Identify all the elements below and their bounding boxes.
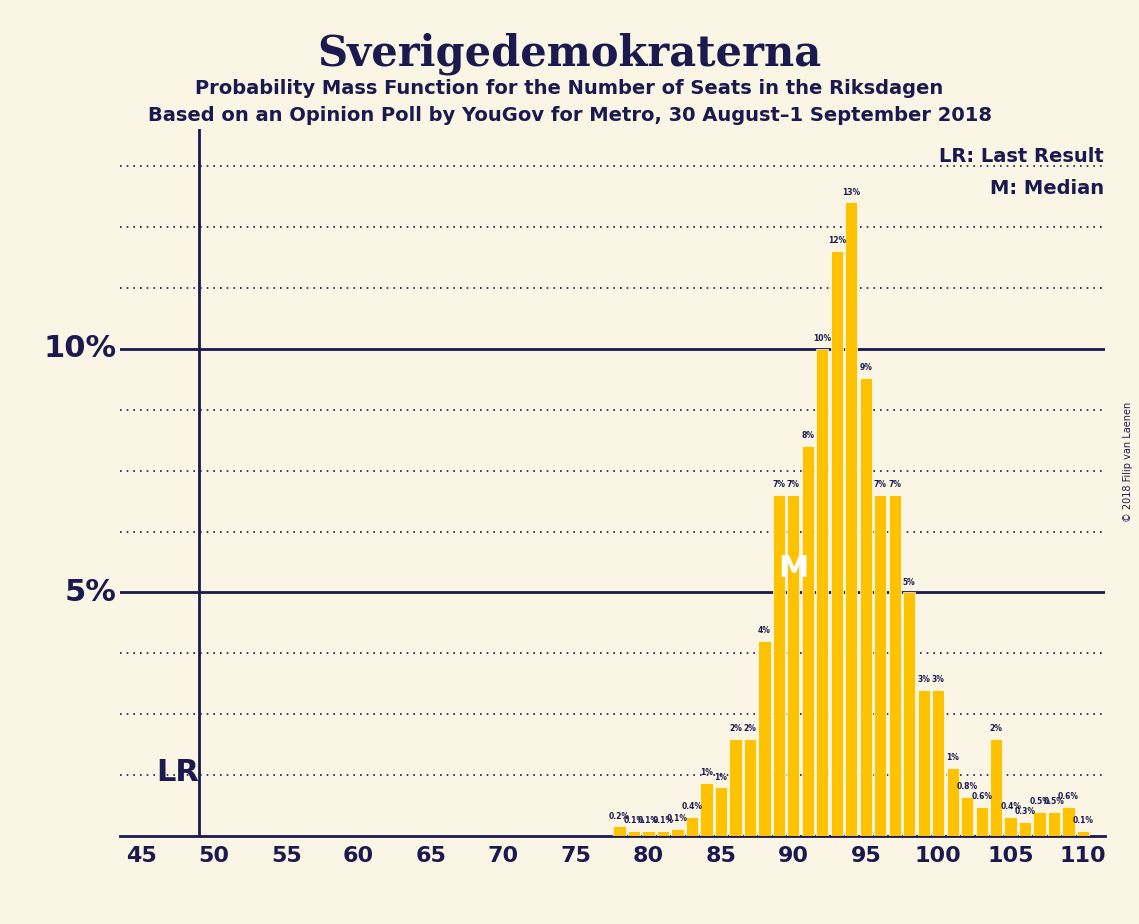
Bar (932, 690, 944, 836)
Bar (903, 592, 916, 836)
Bar (1005, 817, 1017, 836)
Text: © 2018 Filip van Laenen: © 2018 Filip van Laenen (1123, 402, 1133, 522)
Bar (802, 446, 814, 836)
Text: 5%: 5% (903, 578, 916, 587)
Text: 0.1%: 0.1% (667, 814, 688, 823)
Text: 2%: 2% (744, 723, 756, 733)
Text: Probability Mass Function for the Number of Seats in the Riksdagen: Probability Mass Function for the Number… (196, 79, 943, 98)
Text: LR: Last Result: LR: Last Result (939, 147, 1104, 166)
Text: Sverigedemokraterna: Sverigedemokraterna (318, 32, 821, 75)
Text: 0.1%: 0.1% (623, 817, 645, 825)
Bar (961, 797, 974, 836)
Text: 1%: 1% (714, 772, 728, 782)
Text: 0.5%: 0.5% (1043, 797, 1065, 806)
Text: 0.5%: 0.5% (1030, 797, 1050, 806)
Bar (787, 495, 800, 836)
Bar (1077, 832, 1089, 836)
Bar (1048, 812, 1060, 836)
Text: 0.1%: 0.1% (638, 817, 659, 825)
Bar (642, 832, 655, 836)
Text: 12%: 12% (828, 237, 846, 246)
Text: 0.4%: 0.4% (1000, 802, 1022, 811)
Bar (1063, 807, 1075, 836)
Text: 2%: 2% (729, 723, 741, 733)
Text: 0.6%: 0.6% (1058, 792, 1079, 801)
Bar (947, 768, 959, 836)
Text: LR: LR (156, 759, 199, 787)
Bar (1033, 812, 1046, 836)
Text: 0.1%: 0.1% (653, 817, 673, 825)
Bar (817, 348, 828, 836)
Bar (628, 832, 640, 836)
Text: 8%: 8% (802, 432, 814, 441)
Bar (874, 495, 886, 836)
Text: 0.3%: 0.3% (1015, 807, 1035, 816)
Text: 5%: 5% (65, 578, 116, 607)
Bar (888, 495, 901, 836)
Text: 7%: 7% (874, 480, 887, 489)
Text: 0.2%: 0.2% (609, 811, 630, 821)
Bar (918, 690, 929, 836)
Bar (1019, 821, 1031, 836)
Bar (686, 817, 698, 836)
Text: 2%: 2% (990, 723, 1002, 733)
Bar (845, 202, 858, 836)
Bar (975, 807, 988, 836)
Bar (729, 738, 741, 836)
Text: 0.1%: 0.1% (1073, 817, 1093, 825)
Text: 10%: 10% (813, 334, 831, 343)
Text: 1%: 1% (700, 768, 713, 777)
Text: 0.6%: 0.6% (972, 792, 992, 801)
Bar (830, 251, 843, 836)
Text: 3%: 3% (917, 675, 931, 684)
Text: 7%: 7% (888, 480, 901, 489)
Bar (671, 829, 683, 836)
Text: 13%: 13% (842, 188, 860, 197)
Text: Based on an Opinion Poll by YouGov for Metro, 30 August–1 September 2018: Based on an Opinion Poll by YouGov for M… (147, 106, 992, 126)
Bar (657, 832, 669, 836)
Text: 4%: 4% (757, 626, 771, 636)
Text: 3%: 3% (932, 675, 944, 684)
Text: 10%: 10% (43, 334, 116, 363)
Text: 9%: 9% (859, 363, 872, 372)
Bar (772, 495, 785, 836)
Bar (860, 378, 872, 836)
Text: 7%: 7% (772, 480, 785, 489)
Text: 0.8%: 0.8% (957, 783, 977, 791)
Text: M: M (778, 553, 809, 583)
Bar (714, 787, 727, 836)
Text: 1%: 1% (947, 753, 959, 762)
Bar (759, 641, 770, 836)
Bar (744, 738, 756, 836)
Bar (700, 783, 713, 836)
Text: 0.4%: 0.4% (681, 802, 703, 811)
Text: M: Median: M: Median (990, 179, 1104, 198)
Bar (990, 738, 1002, 836)
Text: 7%: 7% (787, 480, 800, 489)
Bar (613, 826, 625, 836)
